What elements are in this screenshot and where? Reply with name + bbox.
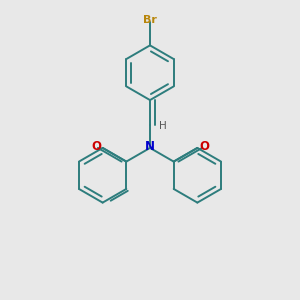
- Text: O: O: [199, 140, 209, 153]
- Text: H: H: [159, 121, 167, 131]
- Text: Br: Br: [143, 15, 157, 25]
- Text: N: N: [145, 140, 155, 153]
- Text: O: O: [91, 140, 101, 153]
